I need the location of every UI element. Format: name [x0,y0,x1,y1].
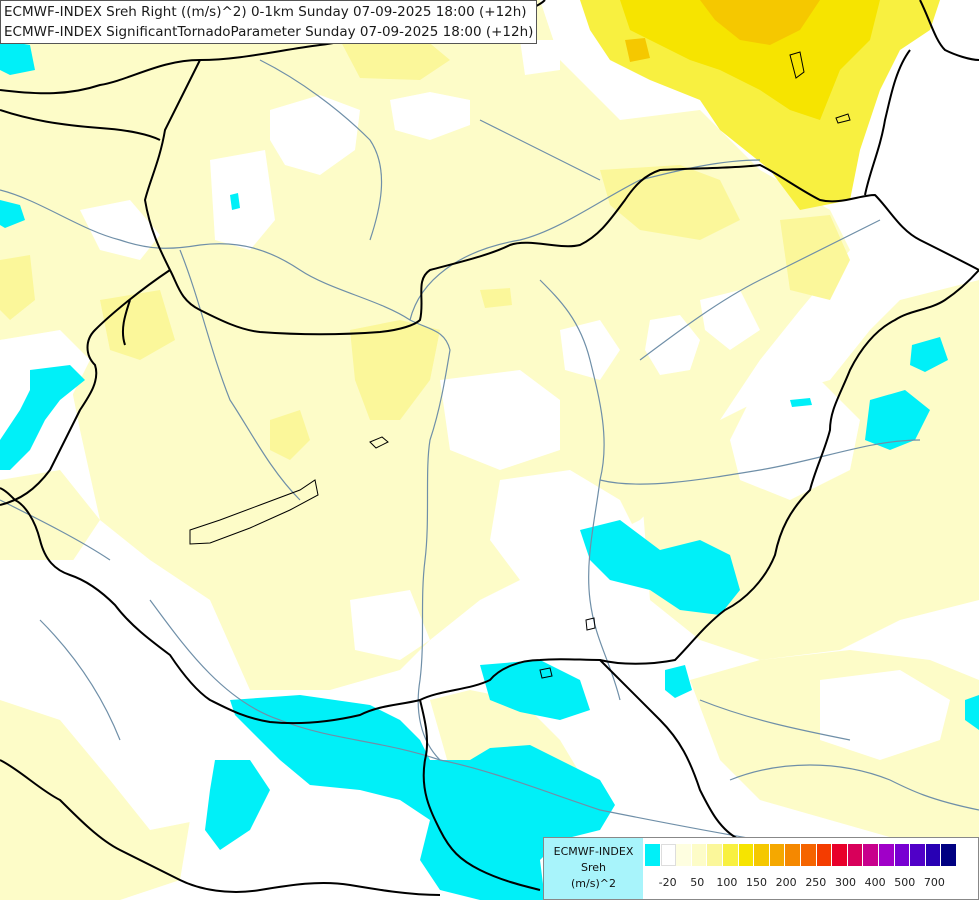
legend-title-block: ECMWF-INDEX Sreh (m/s)^2 [544,838,643,899]
map-title-box: ECMWF-INDEX Sreh Right ((m/s)^2) 0-1km S… [0,0,538,44]
bright-yellow-field [620,0,880,120]
legend-swatch [941,844,957,866]
legend-swatch [894,844,911,866]
legend-swatch [660,844,677,866]
legend-swatch [863,844,879,866]
legend-swatch [722,844,739,866]
legend-swatch [910,844,926,866]
legend-swatch [754,844,770,866]
legend-swatch [645,844,661,866]
legend-tick-label: 200 [775,876,797,889]
legend-swatch [847,844,864,866]
lakes [189,51,851,679]
legend-title-line2: Sreh [580,861,606,874]
legend-swatch [925,844,942,866]
legend-swatch [878,844,895,866]
legend-swatch [816,844,833,866]
legend-swatch [676,844,692,866]
legend-swatch [785,844,801,866]
legend-tick-label: 700 [923,876,945,889]
legend-tick-label: 250 [805,876,827,889]
legend-tick-labels: -20 50 100 150 200 250 300 400 500 700 [645,876,975,892]
legend-swatch [800,844,817,866]
legend-tick-label: 150 [746,876,768,889]
legend-title-line1: ECMWF-INDEX [553,845,634,858]
legend-swatch [769,844,786,866]
cyan-field [0,40,979,900]
legend-title-line3: (m/s)^2 [571,877,616,890]
color-legend: ECMWF-INDEX Sreh (m/s)^2 -20 50 100 150 200 2… [543,837,979,900]
legend-color-swatches [645,844,957,866]
rivers [0,59,979,861]
legend-swatch [832,844,848,866]
orange-yellow-field [625,0,820,62]
legend-tick-label: 50 [690,876,705,889]
legend-tick-label: 300 [834,876,856,889]
legend-tick-label: 400 [864,876,886,889]
light-yellow-field [0,35,850,460]
legend-tick-label: -20 [658,876,677,889]
legend-swatch [691,844,708,866]
title-line-sreh: ECMWF-INDEX Sreh Right ((m/s)^2) 0-1km S… [4,4,527,20]
title-line-stp: ECMWF-INDEX SignificantTornadoParameter … [4,24,534,40]
legend-swatch [738,844,755,866]
legend-swatch [707,844,723,866]
legend-tick-label: 500 [894,876,916,889]
legend-tick-label: 100 [716,876,738,889]
